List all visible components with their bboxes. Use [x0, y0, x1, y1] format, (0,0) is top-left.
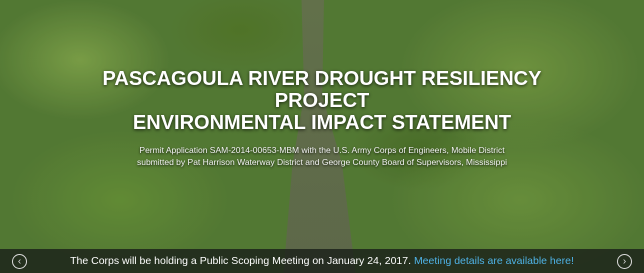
title-line: PASCAGOULA RIVER DROUGHT RESILIENCY: [0, 68, 644, 90]
hero-banner: PASCAGOULA RIVER DROUGHT RESILIENCY PROJ…: [0, 0, 644, 273]
title-line: PROJECT: [0, 90, 644, 112]
announcement-bar: The Corps will be holding a Public Scopi…: [0, 249, 644, 273]
prev-arrow[interactable]: ‹: [12, 254, 27, 269]
overlay: [0, 0, 644, 273]
title-line: ENVIRONMENTAL IMPACT STATEMENT: [0, 112, 644, 134]
subtitle-line: submitted by Pat Harrison Waterway Distr…: [0, 156, 644, 168]
announcement-link[interactable]: Meeting details are available here!: [414, 255, 574, 267]
announcement-text: The Corps will be holding a Public Scopi…: [70, 255, 411, 267]
next-arrow[interactable]: ›: [617, 254, 632, 269]
hero-title: PASCAGOULA RIVER DROUGHT RESILIENCY PROJ…: [0, 68, 644, 134]
hero-subtitle: Permit Application SAM-2014-00653-MBM wi…: [0, 144, 644, 168]
page: PASCAGOULA RIVER DROUGHT RESILIENCY PROJ…: [0, 0, 644, 273]
subtitle-line: Permit Application SAM-2014-00653-MBM wi…: [0, 144, 644, 156]
